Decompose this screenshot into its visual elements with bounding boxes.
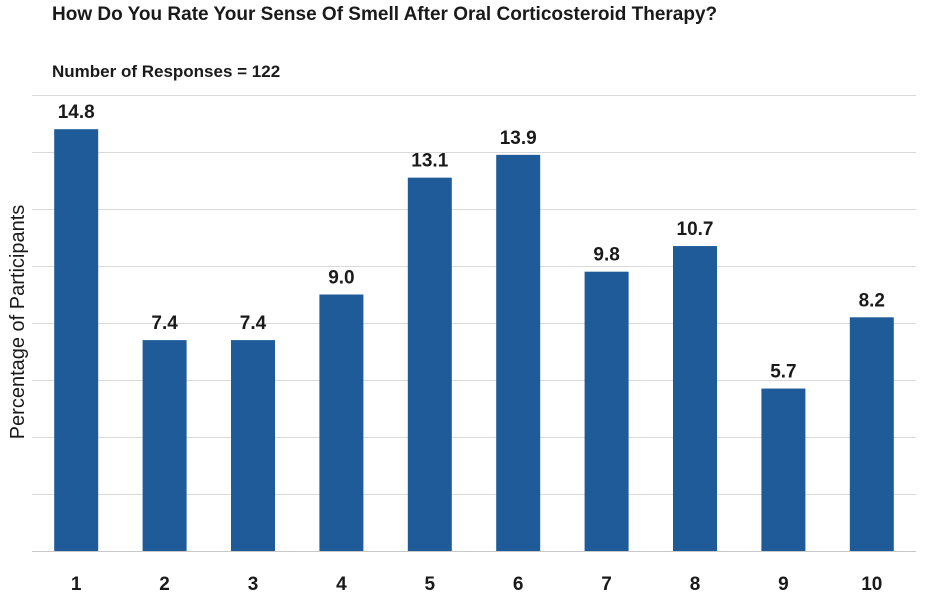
- data-label-2: 7.4: [151, 313, 178, 334]
- bar-10: [849, 317, 894, 551]
- x-tick-label-3: 3: [248, 574, 259, 595]
- data-label-6: 13.9: [500, 128, 537, 149]
- bar-6: [496, 154, 541, 551]
- x-tick-labels: 1 2 3 4 5 6 7 8 9 10: [71, 574, 882, 595]
- data-label-4: 9.0: [328, 268, 354, 289]
- x-tick-label-6: 6: [513, 574, 524, 595]
- bar-1: [54, 129, 99, 551]
- bars: [54, 129, 894, 552]
- data-labels: 14.8 7.4 7.4 9.0 13.1 13.9 9.8 10.7 5.7 8.2: [58, 102, 885, 382]
- x-tick-label-9: 9: [778, 574, 789, 595]
- x-tick-label-5: 5: [425, 574, 436, 595]
- data-label-3: 7.4: [240, 313, 267, 334]
- x-tick-label-8: 8: [690, 574, 701, 595]
- chart-title: How Do You Rate Your Sense Of Smell Afte…: [52, 4, 717, 25]
- bar-8: [673, 246, 717, 552]
- data-label-5: 13.1: [411, 151, 448, 172]
- chart-subtitle: Number of Responses = 122: [52, 62, 280, 81]
- bar-4: [319, 294, 364, 551]
- bar-2: [142, 340, 187, 551]
- x-tick-label-2: 2: [159, 574, 170, 595]
- data-label-9: 5.7: [770, 362, 796, 383]
- bar-7: [584, 271, 629, 551]
- bar-5: [407, 177, 452, 551]
- y-axis-label: Percentage of Participants: [7, 205, 29, 440]
- x-tick-label-10: 10: [861, 574, 882, 595]
- x-tick-label-4: 4: [336, 574, 347, 595]
- data-label-10: 8.2: [859, 290, 885, 311]
- data-label-1: 14.8: [58, 102, 95, 123]
- data-label-8: 10.7: [677, 219, 714, 240]
- bar-9: [761, 388, 806, 551]
- x-tick-label-1: 1: [71, 574, 82, 595]
- data-label-7: 9.8: [593, 245, 619, 266]
- x-tick-label-7: 7: [601, 574, 612, 595]
- bar-3: [231, 340, 275, 551]
